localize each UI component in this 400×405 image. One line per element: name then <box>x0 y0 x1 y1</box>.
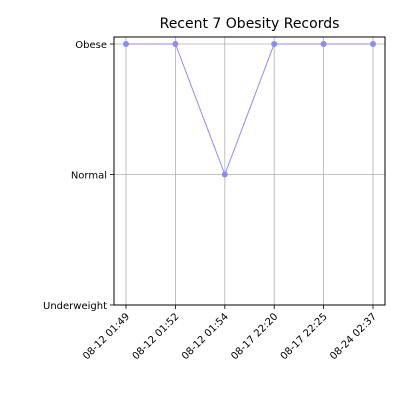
x-tick-label: 08-12 01:54 <box>180 311 231 362</box>
data-point <box>123 41 129 47</box>
chart-title: Recent 7 Obesity Records <box>160 16 340 32</box>
plot-frame <box>113 36 386 306</box>
data-point <box>271 41 278 47</box>
x-tick-label: 08-24 02:37 <box>328 311 379 362</box>
data-point <box>172 41 179 47</box>
data-point <box>370 41 376 47</box>
y-tick-label: Underweight <box>43 301 107 312</box>
data-point <box>320 41 327 47</box>
y-tick-label: Normal <box>71 171 107 182</box>
y-tick-label: Obese <box>75 40 107 51</box>
plot-area <box>114 37 385 305</box>
x-tick-label: 08-12 01:52 <box>131 311 182 362</box>
x-tick-label: 08-17 22:25 <box>279 311 330 362</box>
data-point <box>221 171 228 178</box>
series-line <box>126 43 373 176</box>
data-series <box>123 41 376 178</box>
x-tick-label: 08-12 01:49 <box>81 311 132 362</box>
x-tick-label: 08-17 22:20 <box>229 311 280 362</box>
